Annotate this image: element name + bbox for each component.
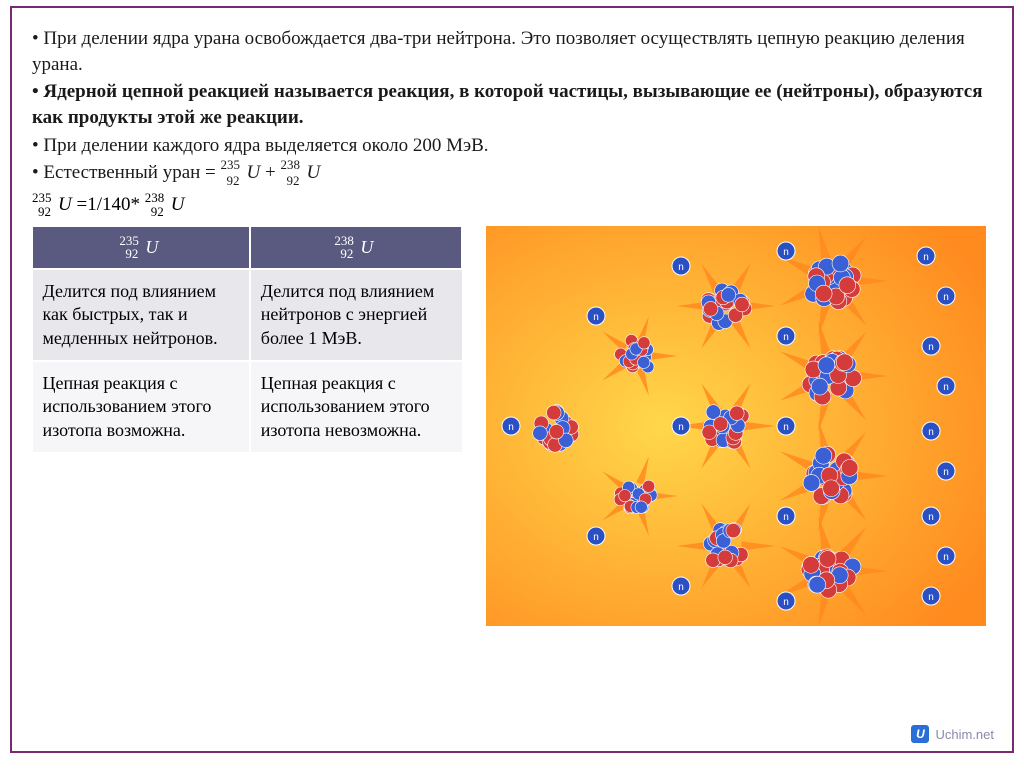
logo-icon: U bbox=[911, 725, 929, 743]
table-cell: Делится под влиянием как быстрых, так и … bbox=[33, 269, 250, 361]
svg-text:n: n bbox=[928, 512, 934, 523]
svg-text:n: n bbox=[943, 467, 949, 478]
bullet-2: • Ядерной цепной реакцией называется реа… bbox=[32, 79, 992, 130]
svg-text:n: n bbox=[508, 422, 514, 433]
col-header-u235: 235 92 U bbox=[33, 226, 250, 269]
isotope-u235: 235 92 U bbox=[247, 160, 261, 186]
footer-credit: U Uchim.net bbox=[911, 725, 994, 743]
svg-text:n: n bbox=[593, 312, 599, 323]
table-row: Цепная реакция с использованием этого из… bbox=[33, 361, 462, 452]
isotope-u235-eq: 235 92 U bbox=[58, 194, 72, 216]
bullet-3: • При делении каждого ядра выделяется ок… bbox=[32, 133, 992, 159]
svg-text:n: n bbox=[923, 252, 929, 263]
table-cell: Цепная реакция с использованием этого из… bbox=[250, 361, 462, 452]
svg-text:n: n bbox=[678, 262, 684, 273]
svg-text:n: n bbox=[783, 597, 789, 608]
footer-text: Uchim.net bbox=[935, 727, 994, 742]
table-header-row: 235 92 U 238 92 U bbox=[33, 226, 462, 269]
bullet-1: • При делении ядра урана освобождается д… bbox=[32, 26, 992, 77]
table-row: Делится под влиянием как быстрых, так и … bbox=[33, 269, 462, 361]
isotope-table: 235 92 U 238 92 U Делится под bbox=[32, 226, 462, 452]
svg-text:n: n bbox=[783, 247, 789, 258]
svg-text:n: n bbox=[783, 512, 789, 523]
chain-reaction-diagram: n n n n n n n n n n n n n n n n n n n n bbox=[480, 226, 992, 626]
svg-text:n: n bbox=[943, 382, 949, 393]
svg-text:n: n bbox=[678, 582, 684, 593]
bullet-4: • Естественный уран = 235 92 U + 238 92 … bbox=[32, 160, 992, 186]
col-header-u238: 238 92 U bbox=[250, 226, 462, 269]
content-row: 235 92 U 238 92 U Делится под bbox=[32, 226, 992, 626]
slide-frame: • При делении ядра урана освобождается д… bbox=[10, 6, 1014, 753]
svg-text:n: n bbox=[783, 332, 789, 343]
bullet-list: • При делении ядра урана освобождается д… bbox=[32, 26, 992, 186]
svg-text:n: n bbox=[928, 592, 934, 603]
isotope-u238-eq: 238 92 U bbox=[171, 194, 185, 216]
svg-text:n: n bbox=[943, 552, 949, 563]
table-cell: Цепная реакция с использованием этого из… bbox=[33, 361, 250, 452]
svg-text:n: n bbox=[593, 532, 599, 543]
svg-text:n: n bbox=[678, 422, 684, 433]
svg-text:n: n bbox=[928, 342, 934, 353]
svg-text:n: n bbox=[928, 427, 934, 438]
svg-text:n: n bbox=[943, 292, 949, 303]
svg-text:n: n bbox=[783, 422, 789, 433]
isotope-u238: 238 92 U bbox=[306, 160, 320, 186]
table-cell: Делится под влиянием нейтронов с энергие… bbox=[250, 269, 462, 361]
ratio-equation: 235 92 U =1/140* 238 92 U bbox=[32, 194, 992, 216]
